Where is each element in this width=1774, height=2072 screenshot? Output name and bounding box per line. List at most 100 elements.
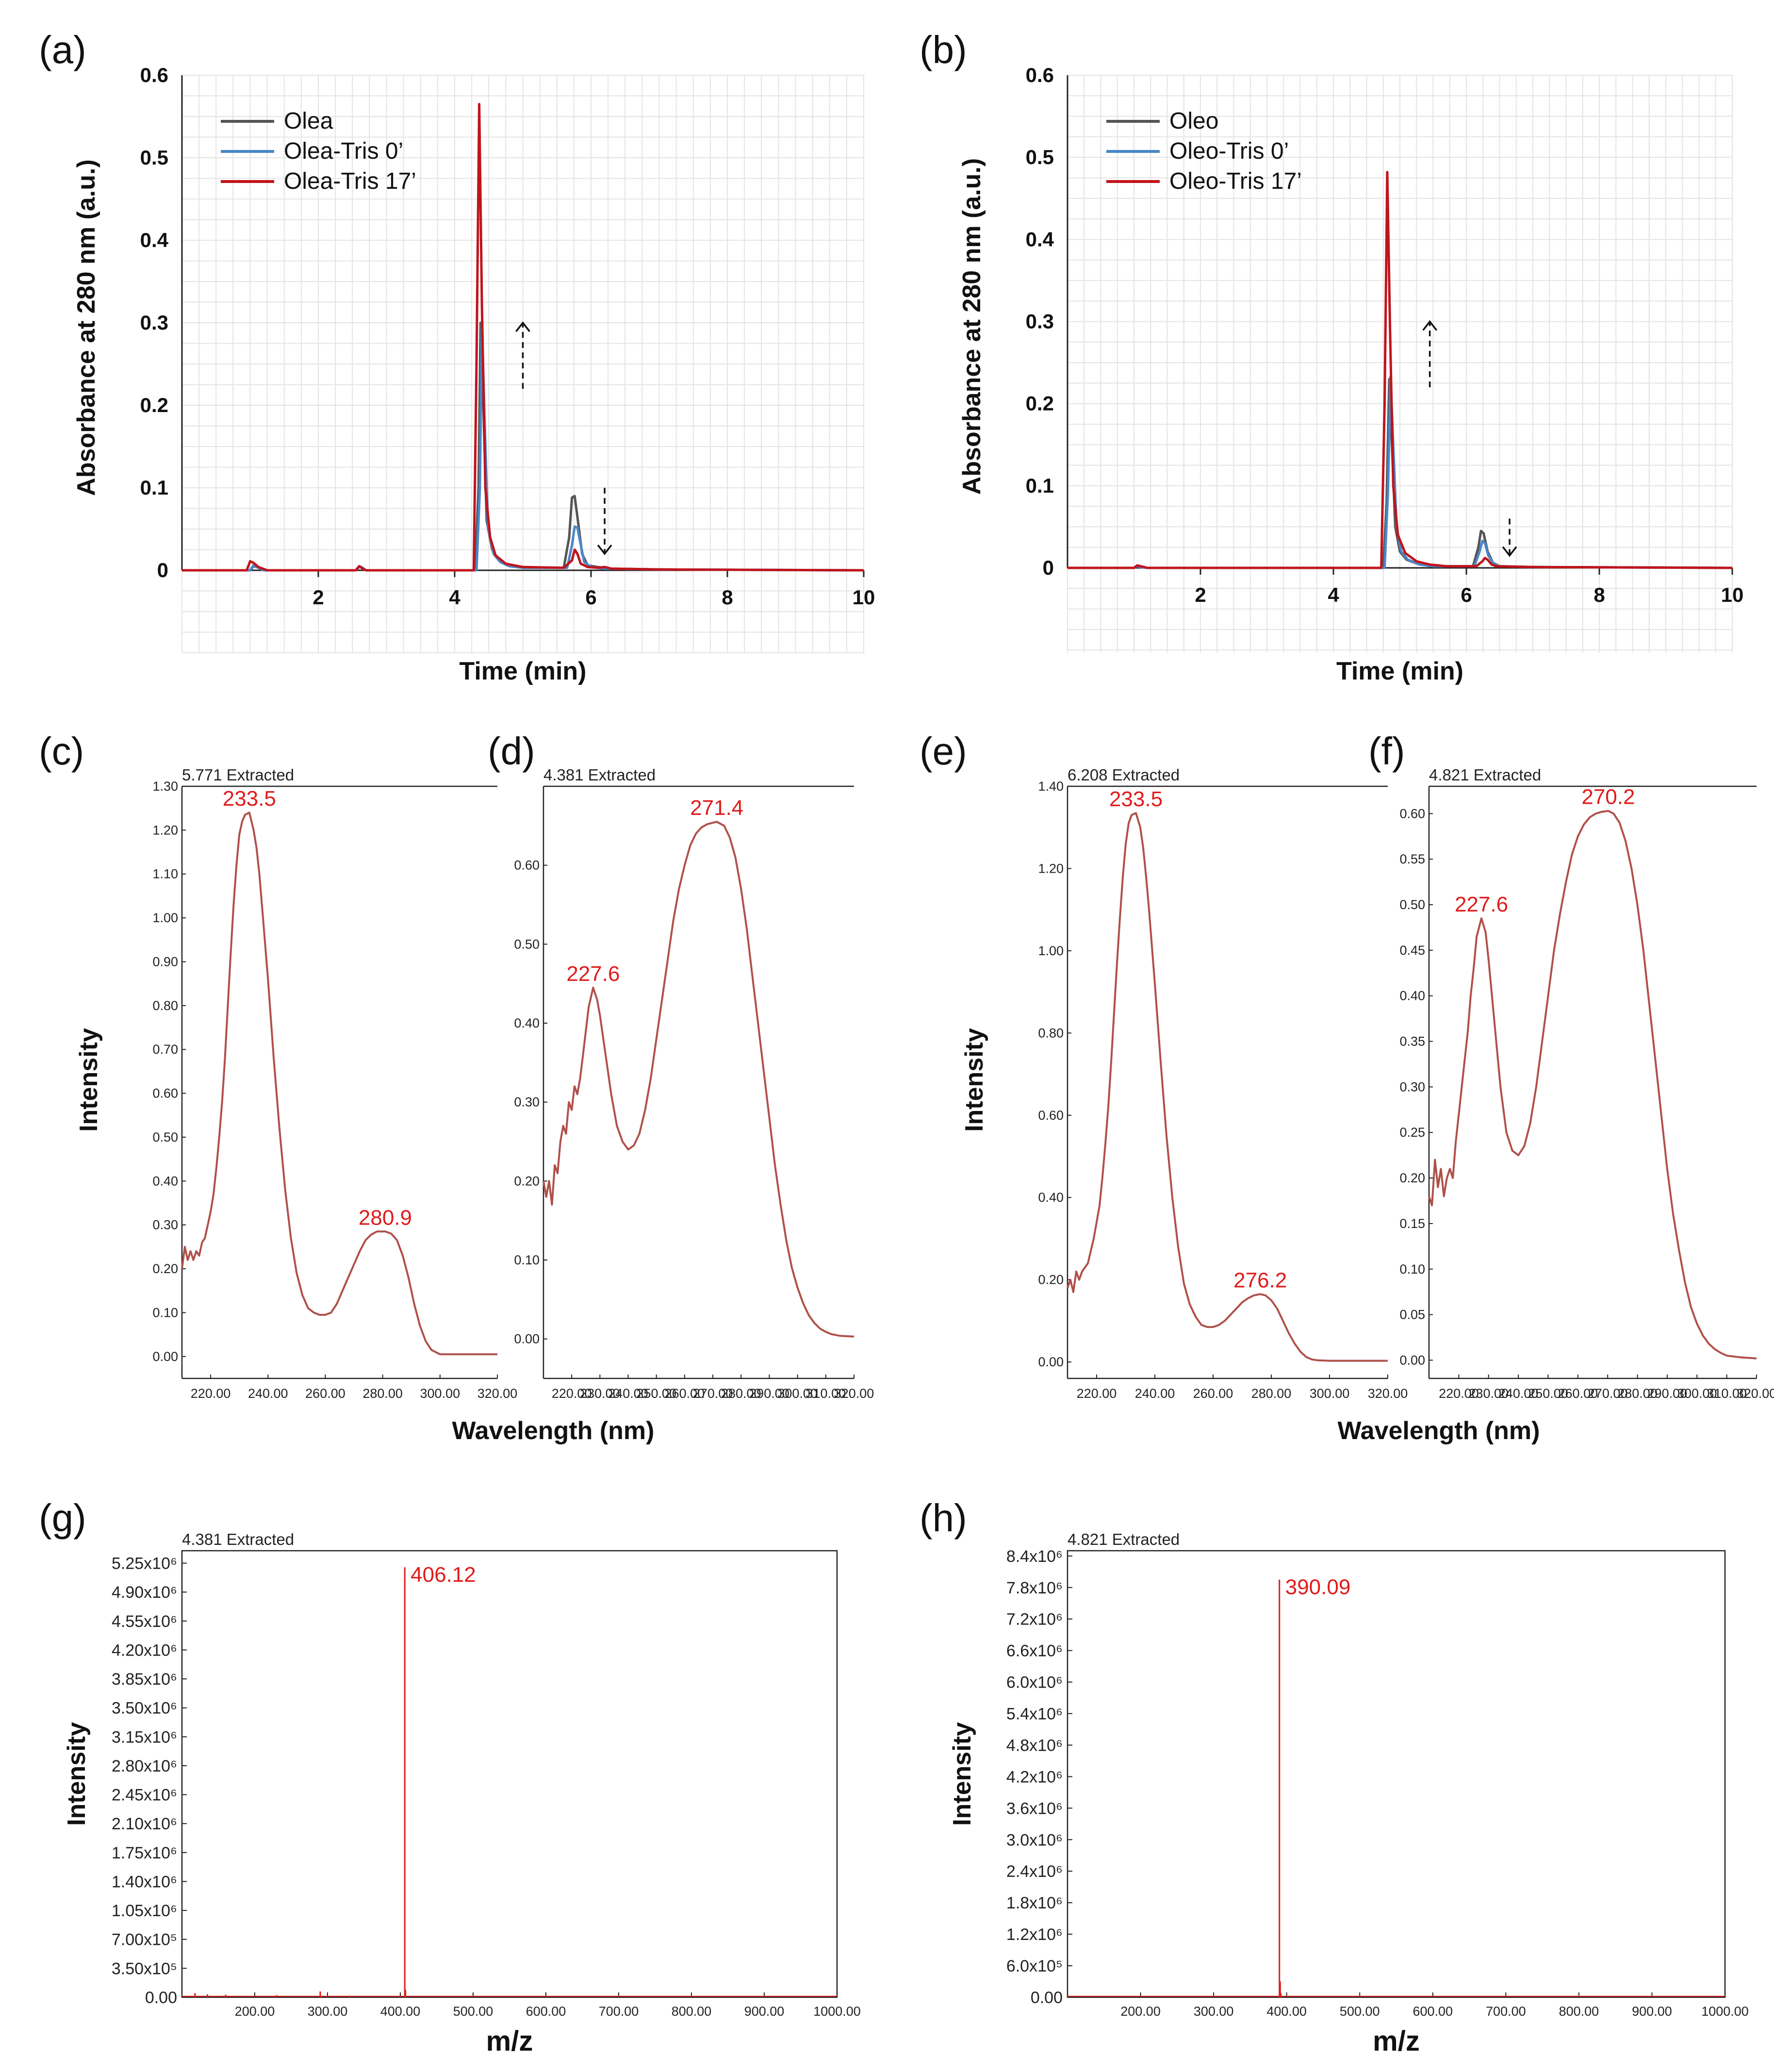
chromatogram-a: 0 0.1 0.2 0.3 0.4 0.5 0.6 2 4 6 8 10 Time (min) Absor… [72,64,875,685]
y-tick-label: 0.45 [1399,943,1425,958]
plot-frame [181,1550,838,1998]
y-tick-label: 1.40 [1038,779,1064,794]
y-tick-label: 6.0x10⁵ [1006,1957,1063,1975]
x-tick-label: 300.00 [777,1386,818,1401]
y-tick-label: 0.4 [1026,228,1054,250]
panel-title: 6.208 Extracted [1068,766,1180,784]
x-tick-label: 6 [585,586,596,609]
y-tick-label: 0.00 [1399,1353,1425,1367]
y-tick-label: 1.2x10⁶ [1006,1925,1063,1944]
y-tick-label: 0.60 [1399,806,1425,821]
x-tick-label: 220.00 [1439,1386,1479,1401]
y-axis-title: Absorbance at 280 nm (a.u.) [72,159,100,496]
x-axis-title: Time (min) [460,657,587,685]
y-tick-label: 0.70 [152,1042,178,1057]
peak-label: 406.12 [411,1563,476,1587]
x-tick-label: 270.00 [693,1386,733,1401]
y-tick-label: 2.45x10⁶ [112,1786,177,1805]
y-tick-label: 0.30 [514,1095,540,1110]
x-tick-label: 400.00 [380,2004,421,2019]
y-tick-label: 0.50 [152,1130,178,1144]
legend-label: Oleo-Tris 0’ [1169,138,1289,164]
y-tick-label: 4.20x10⁶ [112,1641,177,1659]
x-tick-label: 4 [1328,583,1339,606]
y-tick-label: 0.55 [1399,852,1425,866]
y-tick-label: 0.1 [140,476,168,499]
y-tick-label: 1.20 [1038,861,1064,876]
x-tick-label: 400.00 [1266,2004,1307,2019]
y-tick-label: 3.6x10⁶ [1006,1799,1063,1818]
spectrum-line [1428,810,1757,1359]
y-tick-label: 1.30 [152,779,178,794]
y-tick-label: 7.00x10⁵ [112,1931,177,1949]
panel-title: 4.821 Extracted [1068,1530,1180,1548]
y-axis-title: Intensity [948,1722,976,1826]
y-tick-label: 4.55x10⁶ [112,1612,177,1631]
y-tick-label: 5.25x10⁶ [112,1555,177,1573]
x-tick-label: 4 [449,586,460,609]
series-line-red [182,103,864,572]
x-tick-label: 300.00 [420,1386,460,1401]
x-tick-label: 220.00 [552,1386,592,1401]
y-tick-label: 0.5 [140,146,168,169]
y-tick-label: 0.2 [140,394,168,416]
peak-label: 227.6 [1455,893,1508,916]
x-tick-label: 240.00 [1135,1386,1175,1401]
y-tick-label: 2.80x10⁶ [112,1757,177,1775]
x-tick-label: 200.00 [235,2004,275,2019]
y-tick-label: 0.10 [1399,1262,1425,1276]
legend-label: Oleo [1169,108,1218,134]
y-tick-label: 1.20 [152,823,178,837]
mass-spectrum-h: 4.821 Extracted 0.00 6.0x10⁵ 1.2x10⁶ 1.8x10⁶… [948,1530,1749,2057]
spectrum-line [542,821,854,1338]
x-tick-label: 10 [1721,583,1744,606]
series-line-red [1068,171,1733,569]
y-tick-label: 4.90x10⁶ [112,1583,177,1602]
panel-label-e: (e) [920,729,967,773]
x-tick-label: 2 [312,586,324,609]
y-axis-title: Absorbance at 280 nm (a.u.) [958,158,986,495]
x-tick-label: 260.00 [1558,1386,1598,1401]
x-tick-label: 700.00 [1486,2004,1526,2019]
panel-label-f: (f) [1368,729,1405,773]
y-tick-label: 2.10x10⁶ [112,1815,177,1833]
panel-label-h: (h) [920,1496,967,1540]
y-tick-label: 7.8x10⁶ [1006,1579,1063,1597]
arrow-head [597,544,612,555]
panel-label-c: (c) [39,729,84,773]
panel-title: 4.381 Extracted [543,766,656,784]
panel-title: 5.771 Extracted [182,766,294,784]
x-tick-label: 260.00 [1193,1386,1233,1401]
y-tick-label: 0.00 [1038,1355,1064,1369]
uv-spectrum-e: 6.208 Extracted 0.00 0.20 0.40 0.60 0.80 1.00 1… [1038,766,1408,1401]
y-tick-label: 0.30 [152,1218,178,1232]
legend-label: Olea-Tris 17’ [284,168,416,194]
y-tick-label: 0.60 [514,858,540,873]
y-tick-label: 0.40 [514,1016,540,1030]
peak-label: 276.2 [1233,1268,1287,1292]
y-tick-label: 3.15x10⁶ [112,1728,177,1746]
y-tick-label: 3.85x10⁶ [112,1670,177,1689]
y-tick-label: 0.00 [152,1349,178,1364]
plot-frame [1067,1550,1726,1998]
y-tick-label: 0.60 [152,1086,178,1101]
y-tick-label: 0.15 [1399,1216,1425,1231]
uv-spectrum-d: 4.381 Extracted 0.00 0.10 0.20 0.30 0.40 0.50 0… [514,766,874,1401]
y-tick-label: 0.6 [140,64,168,86]
y-tick-label: 8.4x10⁶ [1006,1547,1063,1566]
panel-label-d: (d) [488,729,535,773]
y-tick-label: 0.00 [1031,1989,1063,2007]
y-tick-label: 0.3 [1026,310,1054,333]
y-tick-label: 0.5 [1026,146,1054,168]
x-tick-label: 900.00 [1632,2004,1672,2019]
x-tick-label: 280.00 [721,1386,761,1401]
x-tick-label: 600.00 [1413,2004,1453,2019]
x-tick-label: 260.00 [305,1386,345,1401]
y-tick-label: 0.05 [1399,1308,1425,1322]
legend-label: Olea [284,108,333,134]
y-tick-label: 0.20 [514,1174,540,1188]
x-tick-label: 220.00 [191,1386,231,1401]
x-tick-label: 8 [1593,583,1605,606]
y-tick-label: 5.4x10⁶ [1006,1705,1063,1724]
